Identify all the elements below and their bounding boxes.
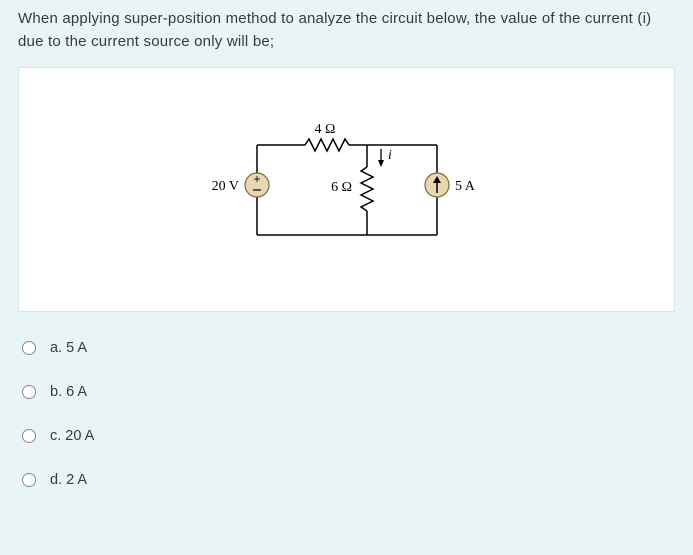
current-source-label: 5 A xyxy=(455,179,476,194)
option-a[interactable]: a. 5 A xyxy=(22,340,671,356)
option-c[interactable]: c. 20 A xyxy=(22,428,671,444)
r-mid-label: 6 Ω xyxy=(331,180,352,195)
option-label: c. 20 A xyxy=(50,428,94,444)
option-label: d. 2 A xyxy=(50,472,87,488)
option-label: a. 5 A xyxy=(50,340,87,356)
radio-icon xyxy=(22,429,36,443)
r-top-label: 4 Ω xyxy=(314,122,335,137)
radio-icon xyxy=(22,341,36,355)
question-text: When applying super-position method to a… xyxy=(0,0,693,67)
radio-icon xyxy=(22,385,36,399)
option-d[interactable]: d. 2 A xyxy=(22,472,671,488)
options-group: a. 5 A b. 6 A c. 20 A d. 2 A xyxy=(0,340,693,488)
circuit-svg: 4 Ω 6 Ω i + 20 V 5 A xyxy=(197,115,497,265)
circuit-figure: 4 Ω 6 Ω i + 20 V 5 A xyxy=(18,67,675,312)
i-label: i xyxy=(388,148,392,163)
voltage-source-label: 20 V xyxy=(211,179,238,194)
option-b[interactable]: b. 6 A xyxy=(22,384,671,400)
radio-icon xyxy=(22,473,36,487)
plus-sign: + xyxy=(253,172,260,186)
option-label: b. 6 A xyxy=(50,384,87,400)
